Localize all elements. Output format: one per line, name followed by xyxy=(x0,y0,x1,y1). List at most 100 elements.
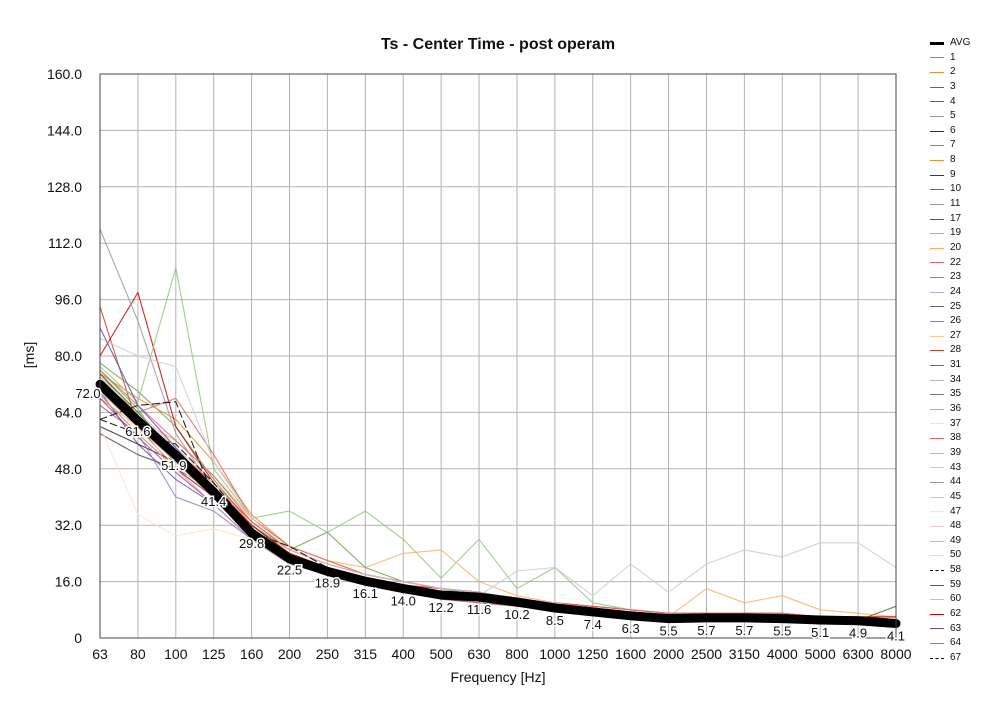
legend-item: 24 xyxy=(930,285,1000,300)
legend-item: 20 xyxy=(930,241,1000,256)
legend-label: 45 xyxy=(950,490,962,502)
x-tick-label: 5000 xyxy=(805,646,836,662)
series-line-20 xyxy=(99,380,897,618)
avg-data-label: 16.1 xyxy=(353,586,378,601)
avg-data-label: 4.1 xyxy=(887,629,905,644)
legend-swatch xyxy=(930,628,944,630)
legend-item: 17 xyxy=(930,212,1000,227)
legend-label: 4 xyxy=(950,95,956,107)
legend-swatch xyxy=(930,599,944,601)
series-line-9 xyxy=(99,291,897,618)
legend-item: 37 xyxy=(930,417,1000,432)
legend-label: 11 xyxy=(950,198,961,210)
legend-item: 9 xyxy=(930,168,1000,183)
legend-item: 28 xyxy=(930,343,1000,358)
legend-swatch xyxy=(930,394,944,396)
series-line-45 xyxy=(99,337,897,621)
x-tick-label: 315 xyxy=(354,646,378,662)
legend-item: 5 xyxy=(930,109,1000,124)
legend-label: 8 xyxy=(950,154,956,166)
avg-data-label: 5.5 xyxy=(773,624,791,639)
legend-label: AVG xyxy=(950,37,971,48)
avg-data-label: 22.5 xyxy=(277,563,302,578)
legend-label: 50 xyxy=(950,549,962,561)
series-line-10 xyxy=(99,404,897,625)
x-tick-label: 200 xyxy=(278,646,302,662)
legend-label: 5 xyxy=(950,110,956,122)
x-tick-label: 2000 xyxy=(653,646,684,662)
legend-swatch xyxy=(930,159,944,161)
legend-item: 44 xyxy=(930,475,1000,490)
legend-label: 31 xyxy=(950,359,962,371)
legend-swatch xyxy=(930,613,944,615)
x-tick-label: 800 xyxy=(505,646,529,662)
legend-swatch xyxy=(930,408,944,410)
avg-data-label: 14.0 xyxy=(391,594,416,609)
y-tick-label: 112.0 xyxy=(48,235,82,251)
legend-label: 23 xyxy=(950,271,962,283)
x-tick-label: 63 xyxy=(92,646,108,662)
legend-swatch xyxy=(930,233,944,235)
legend-label: 17 xyxy=(950,212,962,224)
x-tick-label: 500 xyxy=(429,646,453,662)
legend-item: 48 xyxy=(930,519,1000,534)
legend-item: 27 xyxy=(930,329,1000,344)
legend-label: 19 xyxy=(950,227,962,239)
y-tick-label: 16.0 xyxy=(55,574,82,590)
legend-swatch xyxy=(930,41,944,45)
legend-item: 47 xyxy=(930,505,1000,520)
legend-swatch xyxy=(930,306,944,308)
avg-data-label: 51.9 xyxy=(161,458,186,473)
legend-label: 28 xyxy=(950,344,962,356)
legend-item: 64 xyxy=(930,636,1000,651)
legend-label: 26 xyxy=(950,315,962,327)
legend-swatch xyxy=(930,72,944,74)
legend-label: 1 xyxy=(950,51,956,63)
legend-item: 34 xyxy=(930,373,1000,388)
series-line-58 xyxy=(99,401,897,625)
x-tick-label: 8000 xyxy=(880,646,911,662)
legend-swatch xyxy=(930,643,944,645)
legend-item: 59 xyxy=(930,578,1000,593)
x-tick-label: 3150 xyxy=(729,646,760,662)
x-tick-label: 125 xyxy=(202,646,226,662)
legend-swatch xyxy=(930,496,944,498)
y-tick-label: 64.0 xyxy=(55,404,82,420)
chart-title: Ts - Center Time - post operam xyxy=(380,36,616,53)
legend-label: 10 xyxy=(950,183,962,195)
legend-item: 3 xyxy=(930,80,1000,95)
legend-label: 27 xyxy=(950,329,962,341)
legend-item: 67 xyxy=(930,651,1000,666)
legend-item: 6 xyxy=(930,124,1000,139)
legend-item: 19 xyxy=(930,226,1000,241)
legend-swatch xyxy=(930,86,944,88)
legend-swatch xyxy=(930,423,944,425)
legend-label: 34 xyxy=(950,373,962,385)
y-tick-label: 32.0 xyxy=(55,517,82,533)
y-tick-label: 0 xyxy=(74,630,82,646)
legend: AVG 1 2 3 4 5 6 7 8 9 10 11 17 19 20 22 23 24 25 26 27 28 31 34… xyxy=(930,36,1000,666)
avg-data-label: 5.7 xyxy=(735,623,753,638)
x-tick-label: 1000 xyxy=(539,646,570,662)
legend-item: 25 xyxy=(930,300,1000,315)
legend-item: 26 xyxy=(930,314,1000,329)
legend-label: 59 xyxy=(950,578,962,590)
legend-label: 64 xyxy=(950,637,962,649)
legend-label: 63 xyxy=(950,622,962,634)
x-tick-label: 630 xyxy=(467,646,491,662)
avg-data-label: 72.0 xyxy=(75,386,100,401)
legend-item: 36 xyxy=(930,402,1000,417)
avg-data-label: 10.2 xyxy=(504,607,529,622)
x-axis-label: Frequency [Hz] xyxy=(450,669,546,685)
legend-label: 39 xyxy=(950,446,962,458)
legend-swatch xyxy=(930,569,944,571)
legend-swatch xyxy=(930,525,944,527)
x-tick-label: 6300 xyxy=(843,646,874,662)
legend-swatch xyxy=(930,174,944,176)
x-tick-label: 4000 xyxy=(767,646,798,662)
legend-swatch xyxy=(930,57,944,59)
legend-swatch xyxy=(930,540,944,542)
legend-label: 60 xyxy=(950,593,962,605)
series-layer xyxy=(95,228,901,628)
